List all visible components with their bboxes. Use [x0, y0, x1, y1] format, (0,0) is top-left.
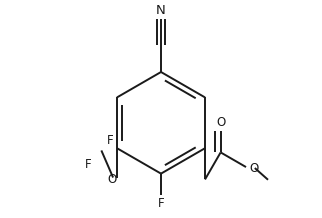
Text: F: F	[85, 158, 91, 171]
Text: N: N	[156, 4, 166, 17]
Text: O: O	[216, 116, 225, 129]
Text: O: O	[108, 173, 117, 186]
Text: F: F	[107, 134, 114, 146]
Text: F: F	[158, 197, 164, 210]
Text: O: O	[249, 162, 258, 175]
